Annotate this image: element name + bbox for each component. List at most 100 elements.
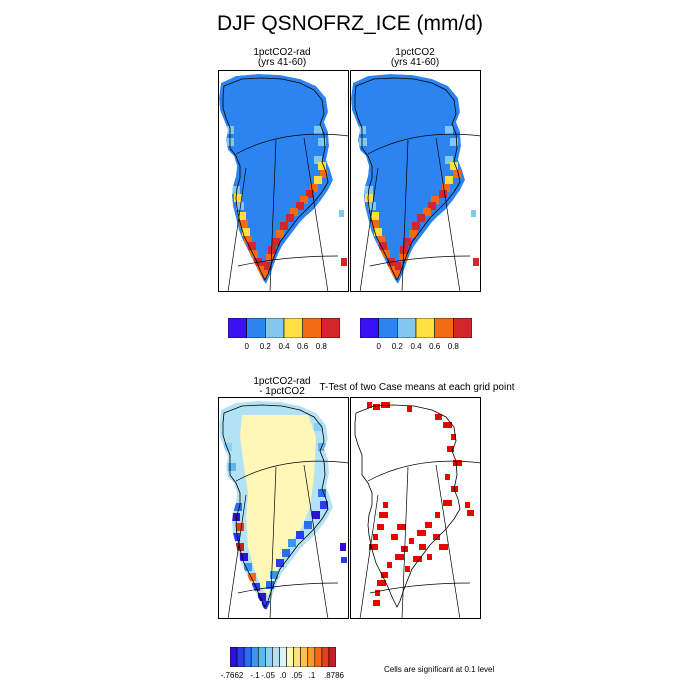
panel-title-diff-line2: - 1pctCO2 — [259, 386, 305, 397]
significant-cell — [413, 556, 422, 562]
significant-cell — [417, 530, 426, 536]
colorbar-swatch — [227, 317, 247, 339]
grid-cell — [266, 581, 274, 589]
map-rad-svg — [218, 70, 349, 292]
colorbar-diff-tick: -.7662 — [220, 671, 244, 680]
colorbar-rad-swatches — [227, 317, 341, 339]
panel-title-base: 1pctCO2 (yrs 41-60) — [350, 48, 480, 68]
parallel-line — [369, 255, 471, 267]
significant-cell — [443, 500, 452, 506]
meridian-line — [303, 464, 329, 619]
colorbar-swatch — [453, 317, 473, 339]
colorbar-swatch — [415, 317, 435, 339]
colorbar-rad-ticks: 0 0.2 0.4 0.6 0.8 — [228, 342, 340, 352]
significant-cell — [467, 510, 474, 516]
significant-cell — [379, 512, 388, 518]
colorbar-diff-tick: .0 — [279, 671, 287, 680]
parallel-line — [235, 460, 349, 482]
grid-cell — [228, 463, 236, 471]
grid-cell — [262, 262, 270, 270]
map-panel-rad — [218, 70, 349, 292]
significant-cell — [435, 414, 442, 420]
significant-cell — [373, 404, 380, 410]
map-diff-svg — [218, 397, 349, 619]
grid-cell — [371, 220, 379, 228]
significant-cell — [427, 554, 432, 560]
grid-cell — [258, 593, 266, 601]
significance-cells — [367, 402, 474, 606]
colorbar-swatch — [246, 317, 266, 339]
grid-cell — [374, 228, 382, 236]
grid-cell — [288, 539, 296, 547]
grid-cell — [266, 254, 274, 262]
grid-cell — [439, 190, 447, 198]
meridian-line — [359, 494, 379, 619]
grid-cell — [442, 184, 450, 192]
colorbar-rad-tick: 0.6 — [297, 342, 309, 351]
grid-cell — [445, 126, 453, 134]
grid-cell — [248, 242, 256, 250]
grid-cell — [371, 212, 379, 220]
meridian-line — [269, 139, 277, 292]
grid-cell — [224, 443, 232, 451]
significant-cell — [451, 434, 456, 440]
parallel-line — [237, 255, 339, 267]
grid-cell — [314, 176, 322, 184]
grid-cell — [232, 186, 240, 194]
grid-cell — [341, 557, 347, 563]
significant-cell — [433, 534, 440, 540]
significant-cell — [369, 544, 378, 550]
colorbar-swatch — [321, 646, 330, 668]
grid-cell — [276, 559, 284, 567]
meridian-line — [303, 137, 329, 292]
grid-cell — [368, 202, 376, 210]
graticule — [227, 460, 349, 619]
grid-cell — [242, 228, 250, 236]
grid-cell — [339, 210, 344, 217]
grid-cell — [412, 222, 420, 230]
significant-cell — [407, 406, 412, 412]
grid-cell — [296, 202, 304, 210]
grid-cell — [377, 236, 385, 244]
grid-cell — [232, 533, 240, 541]
grid-cell — [450, 138, 458, 146]
grid-cell — [282, 549, 290, 557]
land-field — [219, 401, 333, 611]
colorbar-swatch — [250, 646, 259, 668]
grid-cell — [300, 196, 308, 204]
panel-title-diff: 1pctCO2-rad - 1pctCO2 — [217, 377, 347, 397]
grid-cell — [290, 208, 298, 216]
panel-title-rad-line1: 1pctCO2-rad — [253, 47, 311, 58]
colorbar-swatch — [265, 646, 273, 668]
colorbar-base-tick: 0.2 — [391, 342, 403, 351]
grid-cell — [423, 208, 431, 216]
ocean — [350, 397, 481, 619]
grid-cell — [244, 563, 252, 571]
significant-cell — [375, 590, 380, 596]
map-panel-ttest — [350, 397, 481, 619]
grid-cell — [304, 521, 312, 529]
meridian-line — [227, 494, 247, 619]
grid-cell — [238, 212, 246, 220]
grid-cell — [445, 156, 453, 164]
grid-cell — [232, 513, 240, 521]
grid-cell — [240, 553, 248, 561]
colorbar-swatch — [307, 646, 316, 668]
colorbar-swatch — [272, 646, 280, 668]
grid-cell — [314, 156, 322, 164]
colorbar-swatch — [283, 317, 303, 339]
grid-cell — [236, 202, 244, 210]
parallel-line — [235, 133, 349, 155]
colorbar-base-tick: 0.6 — [429, 342, 441, 351]
significant-cell — [387, 562, 392, 568]
grid-cell — [403, 238, 411, 246]
colorbar-rad-tick: 0.8 — [315, 342, 327, 351]
parallel-line — [367, 460, 481, 482]
coastline — [354, 404, 461, 608]
significant-cell — [373, 534, 378, 540]
meridian-line — [227, 167, 247, 292]
grid-cell — [236, 523, 244, 531]
graticule — [359, 460, 481, 619]
grid-cell — [417, 214, 425, 222]
significant-cell — [435, 512, 440, 518]
